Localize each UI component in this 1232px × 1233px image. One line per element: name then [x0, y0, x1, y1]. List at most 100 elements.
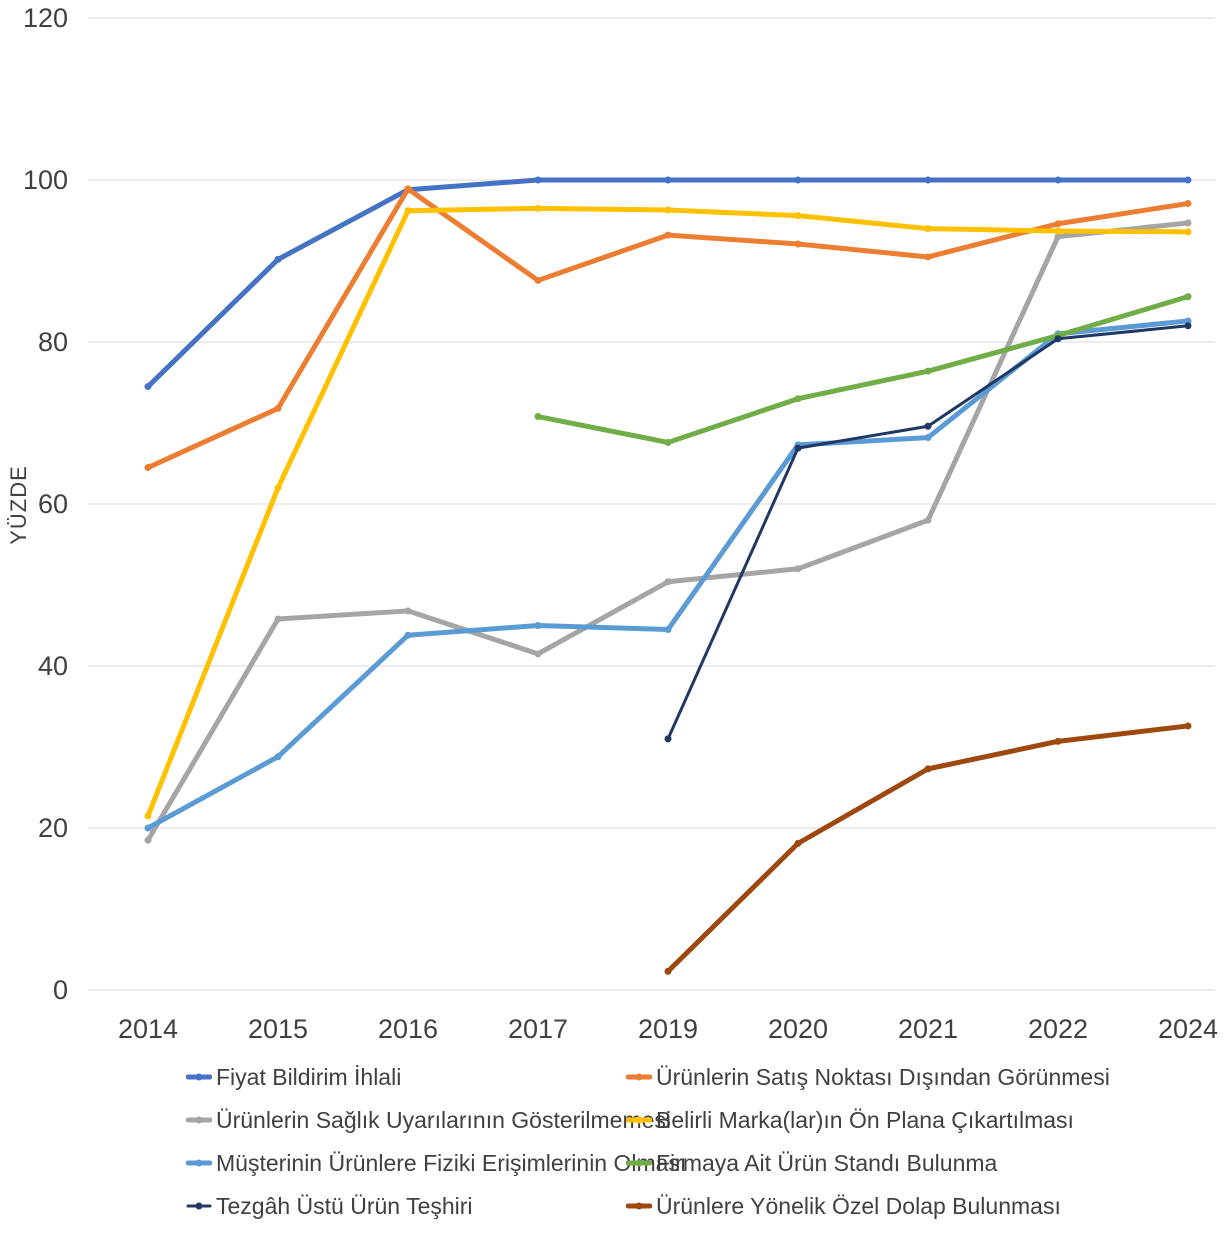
legend-label: Firmaya Ait Ürün Standı Bulunma: [656, 1149, 998, 1176]
x-tick-label: 2022: [1028, 1014, 1088, 1044]
series-6: [664, 322, 1192, 743]
data-point: [144, 824, 152, 832]
x-tick-label: 2021: [898, 1014, 958, 1044]
data-point: [924, 434, 932, 442]
y-axis-ticks: 0 20 40 60 80 100 120: [23, 3, 68, 1005]
y-tick-label: 120: [23, 3, 68, 33]
legend: Fiyat Bildirim İhlali Ürünlerin Satış Nok…: [186, 1062, 1226, 1221]
legend-label: Müşterinin Ürünlere Fiziki Erişimlerinin…: [216, 1149, 687, 1176]
legend-label: Ürünlerin Sağlık Uyarılarının Gösterilme…: [216, 1106, 672, 1133]
data-point: [1184, 293, 1192, 301]
data-point: [924, 253, 932, 261]
x-tick-label: 2016: [378, 1014, 438, 1044]
data-point: [664, 176, 672, 184]
data-point: [664, 626, 672, 634]
series-line: [535, 294, 1191, 445]
data-point: [1184, 322, 1192, 330]
data-point: [664, 967, 672, 975]
y-tick-label: 20: [38, 813, 68, 843]
y-tick-label: 80: [38, 327, 68, 357]
x-tick-label: 2017: [508, 1014, 568, 1044]
data-point: [664, 206, 672, 214]
legend-item: Firmaya Ait Ürün Standı Bulunma: [626, 1148, 1226, 1178]
legend-swatch: [186, 1116, 212, 1124]
data-point: [794, 240, 802, 248]
data-point: [534, 204, 542, 212]
legend-item: Ürünlerin Satış Noktası Dışından Görünme…: [626, 1062, 1226, 1092]
legend-label: Belirli Marka(lar)ın Ön Plana Çıkartılma…: [656, 1106, 1074, 1133]
data-point: [1184, 228, 1192, 236]
legend-label: Ürünlerin Satış Noktası Dışından Görünme…: [656, 1063, 1110, 1090]
data-point: [274, 615, 282, 623]
data-point: [144, 464, 152, 472]
data-point: [924, 367, 932, 375]
data-point: [1184, 219, 1192, 227]
data-point: [274, 484, 282, 492]
data-point: [1054, 176, 1062, 184]
data-point: [534, 650, 542, 658]
data-point: [404, 207, 412, 215]
legend-item: Müşterinin Ürünlere Fiziki Erişimlerinin…: [186, 1148, 686, 1178]
data-point: [924, 516, 932, 524]
x-tick-label: 2014: [118, 1014, 178, 1044]
legend-label: Ürünlere Yönelik Özel Dolap Bulunması: [656, 1192, 1061, 1219]
data-point: [1054, 220, 1062, 228]
legend-label: Fiyat Bildirim İhlali: [216, 1063, 402, 1090]
data-point: [794, 176, 802, 184]
legend-swatch: [626, 1073, 652, 1081]
data-point: [534, 176, 542, 184]
legend-swatch: [186, 1202, 212, 1210]
data-point: [274, 255, 282, 263]
data-point: [534, 276, 542, 284]
data-point: [924, 422, 932, 430]
legend-swatch: [626, 1116, 652, 1124]
series-3: [144, 204, 1192, 820]
series-2: [144, 219, 1192, 844]
data-point: [144, 383, 152, 391]
y-tick-label: 60: [38, 489, 68, 519]
data-point: [1184, 722, 1192, 730]
data-point: [1054, 227, 1062, 235]
x-tick-label: 2015: [248, 1014, 308, 1044]
legend-item: Belirli Marka(lar)ın Ön Plana Çıkartılma…: [626, 1105, 1226, 1135]
legend-item: Tezgâh Üstü Ürün Teşhiri: [186, 1191, 626, 1221]
data-point: [794, 395, 802, 403]
data-point: [404, 185, 412, 193]
data-point: [794, 565, 802, 573]
data-point: [924, 765, 932, 773]
data-point: [1054, 233, 1062, 241]
data-point: [1184, 317, 1192, 325]
data-point: [1054, 737, 1062, 745]
y-tick-label: 0: [53, 975, 68, 1005]
series-0: [144, 176, 1192, 391]
data-point: [534, 622, 542, 629]
gridlines: [88, 17, 1215, 991]
data-point: [794, 444, 802, 452]
legend-swatch: [186, 1159, 212, 1167]
series-group: [144, 176, 1192, 975]
data-point: [664, 438, 672, 446]
legend-swatch: [626, 1159, 652, 1167]
legend-swatch: [626, 1202, 652, 1210]
data-point: [274, 404, 282, 412]
legend-item: Ürünlere Yönelik Özel Dolap Bulunması: [626, 1191, 1226, 1221]
x-tick-label: 2020: [768, 1014, 828, 1044]
data-point: [144, 836, 152, 844]
series-line: [665, 723, 1191, 974]
series-line: [666, 324, 1190, 741]
data-point: [924, 176, 932, 184]
data-point: [664, 231, 672, 239]
series-4: [144, 317, 1192, 832]
x-tick-label: 2019: [638, 1014, 698, 1044]
data-point: [1184, 199, 1192, 207]
data-point: [144, 812, 152, 820]
data-point: [664, 735, 672, 743]
series-line: [145, 318, 1191, 831]
data-point: [794, 839, 802, 847]
legend-label: Tezgâh Üstü Ürün Teşhiri: [216, 1192, 473, 1219]
data-point: [404, 631, 412, 639]
data-point: [534, 413, 542, 421]
legend-item: Fiyat Bildirim İhlali: [186, 1062, 626, 1092]
x-tick-label: 2024: [1158, 1014, 1218, 1044]
series-7: [664, 722, 1192, 975]
